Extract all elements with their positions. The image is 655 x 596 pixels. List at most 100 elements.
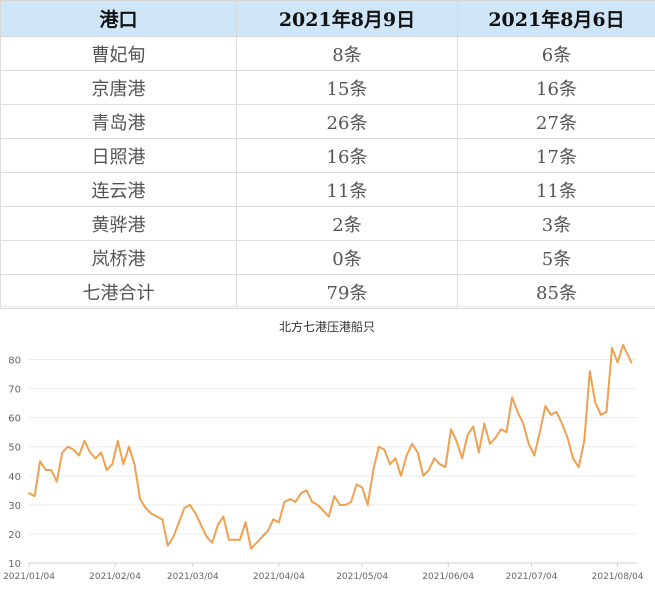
- data-point: [567, 437, 569, 439]
- data-point: [289, 498, 291, 500]
- data-point: [67, 446, 69, 448]
- data-point: [478, 452, 480, 454]
- data-point: [467, 434, 469, 436]
- data-point: [489, 443, 491, 445]
- data-point: [339, 504, 341, 506]
- data-point: [606, 411, 608, 413]
- data-point: [222, 516, 224, 518]
- data-point: [45, 469, 47, 471]
- data-point: [617, 362, 619, 364]
- data-point: [295, 501, 297, 503]
- value-aug9: 26条: [237, 105, 458, 139]
- data-point: [411, 443, 413, 445]
- data-point: [311, 501, 313, 503]
- x-tick-label: 2021/08/04: [592, 572, 644, 582]
- data-point: [95, 458, 97, 460]
- x-tick-label: 2021/06/04: [422, 572, 474, 582]
- table-row: 日照港 16条 17条: [1, 139, 655, 173]
- value-aug9: 2条: [237, 207, 458, 241]
- data-point: [78, 455, 80, 457]
- data-point: [134, 463, 136, 465]
- chart-title: 北方七港压港船只: [279, 319, 375, 334]
- data-point: [611, 347, 613, 349]
- value-aug6: 16条: [458, 71, 655, 105]
- data-point: [56, 481, 58, 483]
- value-aug9: 11条: [237, 173, 458, 207]
- data-point: [345, 504, 347, 506]
- x-tick-label: 2021/05/04: [336, 572, 388, 582]
- data-point: [228, 539, 230, 541]
- value-aug6: 85条: [458, 275, 655, 309]
- table-row: 青岛港 26条 27条: [1, 105, 655, 139]
- data-point: [150, 513, 152, 515]
- data-point: [173, 536, 175, 538]
- data-point: [300, 492, 302, 494]
- y-tick-label: 80: [8, 356, 21, 367]
- data-point: [384, 449, 386, 451]
- value-aug6: 17条: [458, 139, 655, 173]
- data-point: [261, 536, 263, 538]
- y-tick-label: 40: [8, 472, 21, 483]
- data-point: [250, 548, 252, 550]
- data-point: [195, 513, 197, 515]
- port-name: 连云港: [1, 173, 237, 207]
- value-aug9: 15条: [237, 71, 458, 105]
- value-aug9: 16条: [237, 139, 458, 173]
- data-point: [178, 521, 180, 523]
- data-point: [123, 463, 125, 465]
- data-point: [433, 458, 435, 460]
- data-point: [111, 463, 113, 465]
- data-point: [445, 466, 447, 468]
- data-point: [400, 475, 402, 477]
- data-point: [167, 545, 169, 547]
- value-aug9: 8条: [237, 37, 458, 71]
- y-tick-label: 50: [8, 443, 21, 454]
- data-point: [572, 458, 574, 460]
- x-tick-label: 2021/04/04: [253, 572, 305, 582]
- table-row: 连云港 11条 11条: [1, 173, 655, 207]
- y-tick-label: 60: [8, 414, 21, 425]
- data-point: [211, 542, 213, 544]
- data-point: [522, 423, 524, 425]
- data-point: [589, 370, 591, 372]
- data-point: [139, 498, 141, 500]
- data-point: [372, 469, 374, 471]
- data-point: [550, 414, 552, 416]
- data-point: [117, 440, 119, 442]
- port-name: 京唐港: [1, 71, 237, 105]
- data-point: [439, 463, 441, 465]
- data-point: [461, 458, 463, 460]
- data-point: [500, 428, 502, 430]
- data-point: [267, 530, 269, 532]
- y-tick-label: 30: [8, 501, 21, 512]
- table-header-row: 港口 2021年8月9日 2021年8月6日: [1, 1, 655, 37]
- data-point: [622, 344, 624, 346]
- port-name: 岚桥港: [1, 241, 237, 275]
- y-tick-label: 10: [8, 559, 21, 570]
- data-point: [106, 469, 108, 471]
- header-date-aug9: 2021年8月9日: [237, 1, 458, 37]
- data-point: [417, 452, 419, 454]
- data-point: [511, 396, 513, 398]
- data-point: [350, 501, 352, 503]
- data-point: [367, 504, 369, 506]
- data-point: [595, 402, 597, 404]
- data-point: [539, 431, 541, 433]
- data-point: [545, 405, 547, 407]
- data-point: [378, 446, 380, 448]
- data-point: [556, 411, 558, 413]
- data-point: [472, 426, 474, 428]
- table-row: 京唐港 15条 16条: [1, 71, 655, 105]
- data-point: [395, 458, 397, 460]
- data-point: [583, 440, 585, 442]
- y-tick-label: 70: [8, 385, 21, 396]
- y-tick-label: 20: [8, 530, 21, 541]
- header-date-aug6: 2021年8月6日: [458, 1, 655, 37]
- table-row-total: 七港合计 79条 85条: [1, 275, 655, 309]
- data-point: [600, 414, 602, 416]
- data-point: [322, 510, 324, 512]
- data-point: [89, 452, 91, 454]
- data-point: [161, 519, 163, 521]
- data-point: [145, 507, 147, 509]
